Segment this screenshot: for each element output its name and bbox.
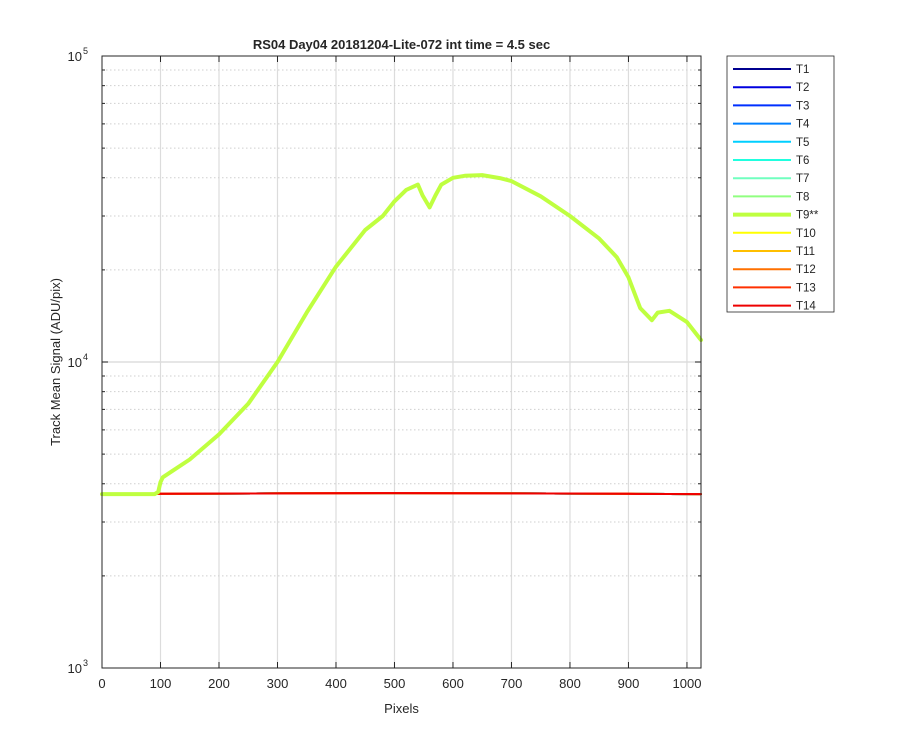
- legend: T1 T2 T3 T4 T5 T6 T7 T8 T9** T10 T11 T12 T13 T14: [726, 55, 835, 313]
- y-tick-label-base: 10: [68, 661, 82, 676]
- x-tick-label: 800: [559, 676, 581, 691]
- x-tick-label: 100: [150, 676, 172, 691]
- legend-label: T9**: [796, 210, 819, 222]
- legend-label: T14: [796, 301, 816, 313]
- series-line-t14: [101, 492, 702, 496]
- legend-label: T6: [796, 155, 809, 167]
- x-tick-label: 200: [208, 676, 230, 691]
- legend-box: [726, 55, 835, 313]
- x-tick-label: 600: [442, 676, 464, 691]
- y-tick-label-exponent: 4: [83, 352, 88, 362]
- x-tick-label: 400: [325, 676, 347, 691]
- chart-title: RS04 Day04 20181204-Lite-072 int time = …: [253, 37, 550, 52]
- y-tick-label-base: 10: [68, 49, 82, 64]
- x-tick-label: 500: [384, 676, 406, 691]
- legend-label: T5: [796, 137, 809, 149]
- grid: [102, 56, 701, 668]
- legend-label: T10: [796, 228, 816, 240]
- series-lines: [100, 173, 703, 497]
- legend-label: T13: [796, 282, 816, 294]
- legend-label: T8: [796, 191, 809, 203]
- x-axis-label: Pixels: [384, 701, 419, 716]
- x-tick-label: 300: [267, 676, 289, 691]
- series-line-t9: [100, 173, 703, 497]
- x-tick-label: 0: [98, 676, 105, 691]
- y-tick-label-base: 10: [68, 355, 82, 370]
- legend-label: T1: [796, 64, 809, 76]
- x-tick-label: 900: [618, 676, 640, 691]
- y-tick-label-exponent: 3: [83, 658, 88, 668]
- legend-label: T7: [796, 173, 809, 185]
- legend-label: T11: [796, 246, 815, 258]
- legend-label: T12: [796, 264, 816, 276]
- legend-label: T4: [796, 119, 810, 131]
- legend-label: T3: [796, 100, 809, 112]
- y-tick-label-exponent: 5: [83, 46, 88, 56]
- legend-label: T2: [796, 82, 809, 94]
- x-tick-label: 1000: [673, 676, 702, 691]
- x-tick-label: 700: [501, 676, 523, 691]
- y-axis-label: Track Mean Signal (ADU/pix): [48, 278, 63, 446]
